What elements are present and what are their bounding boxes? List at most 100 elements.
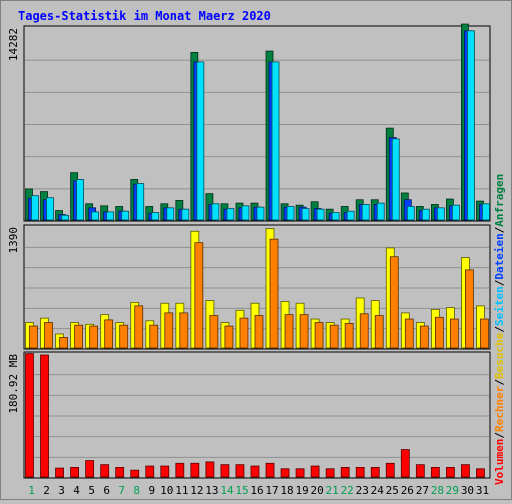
legend-separator: /: [493, 379, 506, 386]
bar-volumen-26: [400, 449, 410, 478]
x-tick-label-21: 21: [326, 484, 339, 497]
chart-title: Tages-Statistik im Monat Maerz 2020: [18, 9, 271, 23]
bar-volumen-13: [205, 461, 215, 478]
x-tick-label-19: 19: [295, 484, 308, 497]
bar-seiten-2: [46, 197, 54, 221]
right-legend: Volumen/Rechner/Besuche/Seiten/Dateien/A…: [493, 174, 506, 485]
bar-volumen-20: [310, 465, 320, 478]
bar-volumen-21: [325, 468, 335, 478]
x-tick-label-5: 5: [88, 484, 95, 497]
bar-rechner-21: [329, 324, 339, 349]
bar-rechner-7: [119, 324, 129, 349]
bar-seiten-17: [271, 61, 280, 221]
bar-volumen-2: [40, 354, 49, 478]
x-tick-label-8: 8: [133, 484, 140, 497]
chart-panels: 14282 1390 180.92 MB: [7, 23, 491, 479]
bar-volumen-10: [160, 465, 170, 478]
bar-rechner-22: [344, 323, 354, 349]
bar-seiten-22: [346, 210, 355, 221]
bar-volumen-29: [445, 466, 455, 478]
bar-rechner-26: [404, 318, 414, 349]
visits-panel: 1390: [7, 224, 491, 350]
x-tick-label-9: 9: [148, 484, 155, 497]
bar-seiten-21: [331, 212, 340, 221]
legend-item-besuche: Besuche: [493, 332, 506, 379]
bar-rechner-11: [179, 312, 189, 349]
bar-seiten-30: [467, 30, 475, 221]
bar-seiten-11: [181, 208, 190, 221]
bar-rechner-18: [284, 314, 294, 349]
bar-rechner-2: [44, 322, 53, 349]
bar-rechner-28: [434, 316, 444, 349]
x-tick-label-13: 13: [205, 484, 218, 497]
bar-rechner-14: [224, 325, 234, 349]
bar-volumen-30: [461, 464, 470, 478]
y-max-label: 1390: [7, 227, 20, 254]
bar-volumen-25: [385, 462, 395, 478]
bar-volumen-27: [415, 464, 425, 478]
x-tick-label-26: 26: [401, 484, 414, 497]
bar-rechner-29: [449, 318, 459, 349]
bar-volumen-6: [100, 464, 110, 478]
bar-volumen-8: [130, 469, 140, 478]
legend-item-anfragen: Anfragen: [493, 174, 506, 227]
bar-seiten-5: [91, 211, 100, 221]
bar-rechner-23: [359, 313, 369, 349]
bar-rechner-20: [314, 322, 324, 349]
x-tick-label-28: 28: [431, 484, 444, 497]
y-max-label: 14282: [7, 28, 20, 61]
bar-seiten-27: [421, 208, 430, 221]
x-tick-label-22: 22: [341, 484, 354, 497]
x-tick-label-30: 30: [461, 484, 474, 497]
x-tick-label-14: 14: [220, 484, 234, 497]
bar-seiten-8: [136, 183, 145, 221]
bar-seiten-9: [151, 212, 160, 221]
bar-rechner-24: [374, 315, 384, 349]
volume-panel: 180.92 MB: [7, 351, 491, 479]
bar-volumen-28: [430, 466, 440, 478]
bar-volumen-5: [85, 460, 95, 478]
bar-seiten-18: [286, 206, 295, 221]
bar-rechner-31: [480, 318, 489, 349]
bar-seiten-7: [121, 210, 130, 221]
bar-rechner-30: [465, 269, 474, 349]
bar-volumen-23: [355, 466, 365, 478]
bar-rechner-6: [104, 319, 114, 349]
x-tick-label-24: 24: [371, 484, 385, 497]
bar-seiten-15: [241, 205, 250, 221]
legend-item-seiten: Seiten: [493, 286, 506, 326]
bar-seiten-4: [76, 179, 84, 221]
bar-seiten-25: [391, 138, 400, 221]
bar-volumen-11: [175, 462, 185, 478]
bar-seiten-23: [361, 204, 370, 221]
bar-rechner-10: [164, 312, 174, 349]
legend-separator: /: [493, 432, 506, 439]
panel-frame: [23, 25, 491, 222]
bar-volumen-18: [280, 468, 290, 478]
x-tick-label-1: 1: [28, 484, 35, 497]
bar-rechner-5: [89, 325, 99, 349]
legend-item-rechner: Rechner: [493, 385, 506, 432]
bar-volumen-16: [250, 465, 260, 478]
bar-volumen-17: [265, 462, 275, 478]
x-tick-label-31: 31: [476, 484, 489, 497]
bar-rechner-16: [254, 315, 264, 349]
legend-item-volumen: Volumen: [493, 439, 506, 485]
bar-seiten-13: [211, 203, 220, 221]
bar-seiten-26: [406, 206, 415, 221]
bar-rechner-19: [299, 314, 309, 349]
x-tick-label-25: 25: [386, 484, 399, 497]
bar-seiten-3: [61, 214, 69, 221]
bar-seiten-14: [226, 208, 235, 221]
bar-volumen-22: [340, 466, 350, 478]
x-tick-label-17: 17: [265, 484, 278, 497]
bar-volumen-15: [235, 464, 245, 478]
bar-seiten-20: [316, 208, 325, 221]
bar-volumen-31: [476, 468, 485, 478]
bar-volumen-7: [115, 466, 125, 478]
legend-item-dateien: Dateien: [493, 233, 506, 279]
x-tick-label-3: 3: [58, 484, 65, 497]
series-volumen: [25, 353, 485, 478]
x-tick-label-23: 23: [356, 484, 369, 497]
